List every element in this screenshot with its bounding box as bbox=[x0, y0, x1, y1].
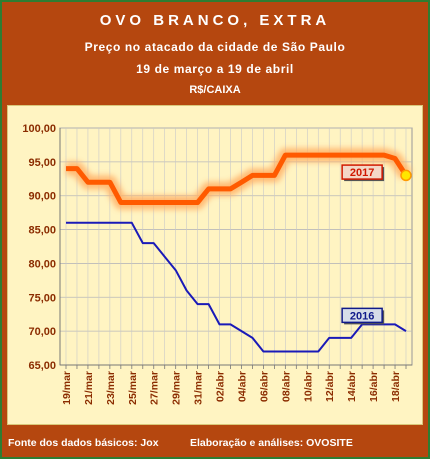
x-tick-label: 31/mar bbox=[193, 371, 205, 405]
axes bbox=[59, 128, 412, 369]
series-2017-last-point bbox=[400, 169, 412, 182]
x-tick-label: 21/mar bbox=[83, 371, 95, 405]
x-tick-label: 23/mar bbox=[105, 371, 117, 405]
chart-period: 19 de março a 19 de abril bbox=[136, 62, 294, 76]
y-tick-label: 95,00 bbox=[28, 157, 56, 169]
chart-header: OVO BRANCO, EXTRA Preço no atacado da ci… bbox=[2, 2, 428, 105]
x-tick-label: 02/abr bbox=[215, 371, 227, 402]
x-tick-label: 12/abr bbox=[324, 371, 336, 402]
series-2017-line bbox=[66, 152, 409, 205]
x-tick-label: 19/mar bbox=[61, 371, 73, 405]
x-tick-label: 04/abr bbox=[236, 371, 248, 402]
x-tick-label: 27/mar bbox=[149, 371, 161, 405]
x-tick-label: 10/abr bbox=[302, 371, 314, 402]
series-label-box bbox=[341, 307, 383, 324]
x-tick-label: 29/mar bbox=[171, 371, 183, 405]
series-labels: 2017 2016 bbox=[341, 164, 385, 325]
series-label-2017: 2017 bbox=[350, 167, 374, 179]
x-tick-label: 08/abr bbox=[280, 371, 292, 402]
series-label-box bbox=[341, 164, 383, 180]
y-tick-label: 75,00 bbox=[28, 292, 56, 304]
series-label-2016: 2016 bbox=[350, 310, 374, 322]
chart-unit: R$/CAIXA bbox=[189, 84, 241, 96]
data-source: Fonte dos dados básicos: Jox bbox=[8, 437, 159, 449]
chart-footer: Fonte dos dados básicos: Jox Elaboração … bbox=[2, 429, 428, 457]
x-tick-label: 18/abr bbox=[390, 371, 402, 402]
x-tick-label: 14/abr bbox=[346, 371, 358, 402]
x-tick-label: 16/abr bbox=[368, 371, 380, 402]
x-tick-label: 25/mar bbox=[127, 371, 139, 405]
y-tick-label: 80,00 bbox=[28, 258, 56, 270]
y-tick-label: 90,00 bbox=[28, 191, 56, 203]
y-tick-label: 100,00 bbox=[22, 123, 56, 135]
y-tick-label: 85,00 bbox=[28, 225, 56, 237]
chart-title: OVO BRANCO, EXTRA bbox=[99, 12, 331, 29]
line-chart: 65,00 70,00 75,00 80,00 85,00 90,00 95,00 100,0… bbox=[22, 123, 413, 405]
chart-subtitle: Preço no atacado da cidade de São Paulo bbox=[84, 40, 346, 54]
analysis-credit: Elaboração e análises: OVOSITE bbox=[190, 437, 353, 449]
y-tick-label: 65,00 bbox=[28, 360, 56, 372]
plot-panel: 65,00 70,00 75,00 80,00 85,00 90,00 95,00 100,0… bbox=[7, 105, 423, 425]
y-tick-labels: 65,00 70,00 75,00 80,00 85,00 90,00 95,00 100,0… bbox=[22, 123, 56, 372]
x-tick-label: 06/abr bbox=[258, 371, 270, 402]
y-tick-label: 70,00 bbox=[28, 326, 56, 338]
series-2016-line bbox=[66, 221, 407, 353]
series-layer bbox=[66, 148, 412, 353]
x-tick-labels: 19/mar 21/mar 23/mar 25/mar 27/mar 29/mar 31/m… bbox=[61, 371, 402, 405]
